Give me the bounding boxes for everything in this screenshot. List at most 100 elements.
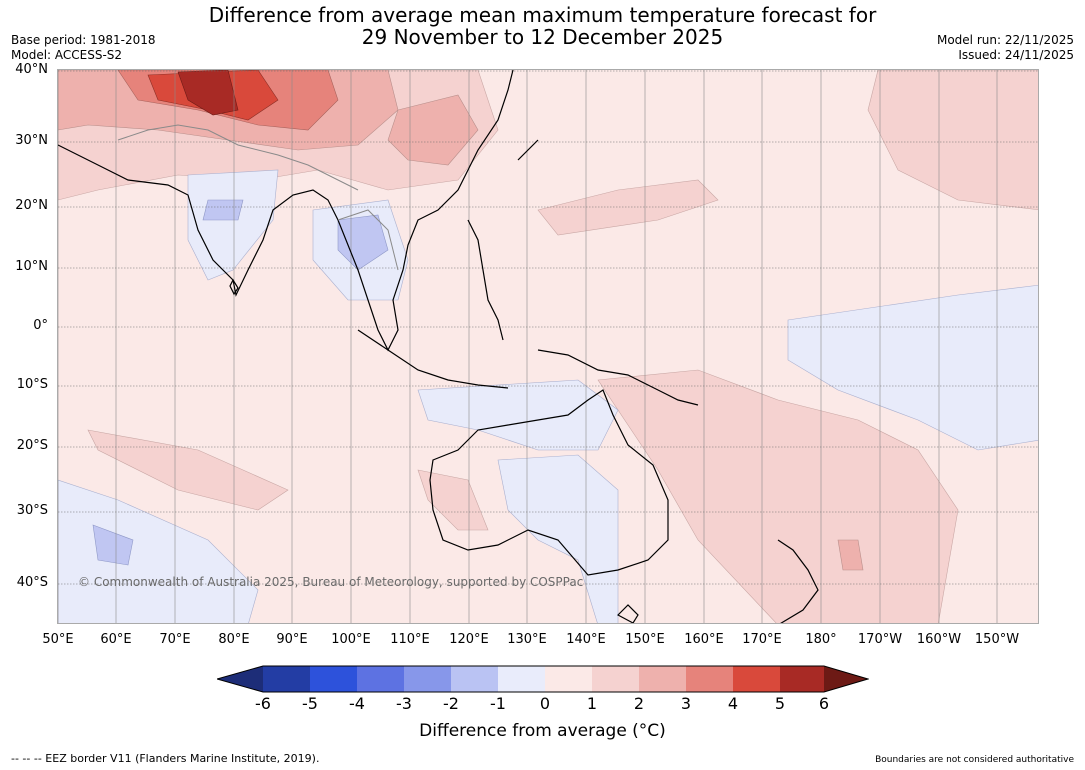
colorbar-tick: 3 [680, 694, 692, 713]
colorbar-tick: 6 [818, 694, 830, 713]
lat-label-20s: 20°S [16, 438, 48, 453]
issued-date: Issued: 24/11/2025 [958, 48, 1074, 62]
colorbar-segment [263, 666, 310, 692]
lat-label-40n: 40°N [15, 62, 48, 77]
colorbar-tick: 0 [539, 694, 551, 713]
coast-philippines [467, 219, 504, 341]
colorbar-tick: 1 [586, 694, 598, 713]
coast-japan-south [517, 139, 539, 161]
chart-title: Difference from average mean maximum tem… [0, 4, 1085, 48]
cool-region-nwaus [417, 379, 619, 451]
colorbar-segment [404, 666, 451, 692]
warm-region-waust [417, 469, 489, 531]
colorbar-segment [498, 666, 545, 692]
warm-region-eastaus [597, 369, 959, 623]
lon-label-50e: 50°E [42, 632, 74, 647]
colorbar-tick: -4 [349, 694, 365, 713]
title-line-1: Difference from average mean maximum tem… [208, 3, 877, 27]
colorbar-segment [733, 666, 780, 692]
hottest-core [177, 70, 239, 116]
colorbar-tick: -5 [302, 694, 318, 713]
map-canvas: © Commonwealth of Australia 2025, Bureau… [58, 70, 1038, 623]
title-line-2: 29 November to 12 December 2025 [361, 25, 724, 49]
coast-indonesia [357, 329, 509, 389]
colorbar-segment [451, 666, 498, 692]
copyright-text: © Commonwealth of Australia 2025, Bureau… [78, 575, 583, 589]
base-period: Base period: 1981-2018 [11, 33, 156, 47]
lat-label-30s: 30°S [16, 503, 48, 518]
right-metadata: Model run: 22/11/2025 Issued: 24/11/2025 [937, 33, 1074, 63]
cool-region-india [187, 169, 279, 281]
lat-label-30n: 30°N [15, 133, 48, 148]
colorbar-tick: -2 [443, 694, 459, 713]
lat-label-40s: 40°S [16, 575, 48, 590]
coast-tasmania [617, 604, 639, 623]
border-indochina [337, 209, 399, 271]
meridians [58, 70, 998, 623]
lat-label-20n: 20°N [15, 198, 48, 213]
warm-region-westpacific [537, 179, 719, 236]
colorbar-segment [686, 666, 733, 692]
colorbar-segment [310, 666, 357, 692]
lat-label-equator: 0° [33, 318, 48, 333]
lon-label-140e: 140°E [566, 632, 606, 647]
lon-label-170e: 170°E [742, 632, 782, 647]
cool-region-saus [497, 454, 619, 623]
model-name: Model: ACCESS-S2 [11, 48, 123, 62]
colorbar-tick: 4 [727, 694, 739, 713]
colorbar-segment [545, 666, 592, 692]
warm-region-indianocean [87, 429, 289, 511]
colorbar-tick: -3 [396, 694, 412, 713]
colorbar-segment [592, 666, 639, 692]
colorbar-high-extend [824, 666, 868, 692]
colorbar-tick: 2 [633, 694, 645, 713]
lon-label-180: 180° [805, 632, 837, 647]
coastlines [58, 70, 819, 623]
coast-australia [429, 389, 669, 576]
colorbar [215, 665, 870, 697]
coast-new-zealand [777, 539, 819, 623]
colorbar-svg [215, 665, 870, 693]
lon-label-90e: 90°E [276, 632, 308, 647]
country-borders [117, 124, 399, 271]
cool-core-southindian [92, 524, 134, 566]
lat-label-10n: 10°N [15, 259, 48, 274]
colorbar-segment [639, 666, 686, 692]
colorbar-tick: -6 [255, 694, 271, 713]
model-run: Model run: 22/11/2025 [936, 33, 1074, 47]
lon-label-160w: 160°W [916, 632, 962, 647]
lon-label-100e: 100°E [331, 632, 371, 647]
colorbar-label: Difference from average (°C) [419, 721, 666, 741]
colorbar-segment [357, 666, 404, 692]
colorbar-tick: 5 [774, 694, 786, 713]
boundaries-disclaimer: Boundaries are not considered authoritat… [875, 755, 1074, 765]
lon-label-160e: 160°E [684, 632, 724, 647]
lon-label-150e: 150°E [625, 632, 665, 647]
coast-sri-lanka [229, 278, 239, 296]
warm-region-china [387, 94, 479, 166]
eez-border-note: -- -- -- EEZ border V11 (Flanders Marine… [11, 752, 320, 765]
cool-core-thailand [337, 214, 389, 271]
lon-label-60e: 60°E [100, 632, 132, 647]
warm-region-northpacific [867, 70, 1038, 211]
cool-region-southindian [58, 479, 259, 623]
lon-label-170w: 170°W [857, 632, 903, 647]
colorbar-tick: -1 [490, 694, 506, 713]
border-south-asia [117, 124, 359, 191]
forecast-map[interactable]: © Commonwealth of Australia 2025, Bureau… [57, 69, 1039, 624]
lon-label-130e: 130°E [507, 632, 547, 647]
left-metadata: Base period: 1981-2018 Model: ACCESS-S2 [11, 33, 156, 63]
lon-label-150w: 150°W [974, 632, 1020, 647]
cool-region-southpacific [787, 284, 1038, 451]
lon-label-110e: 110°E [390, 632, 430, 647]
lat-label-10s: 10°S [16, 377, 48, 392]
colorbar-segment [780, 666, 824, 692]
coast-new-guinea [537, 349, 699, 406]
lon-label-120e: 120°E [449, 632, 489, 647]
lon-label-80e: 80°E [218, 632, 250, 647]
warm-spot-tasman [837, 539, 864, 571]
colorbar-low-extend [217, 666, 263, 692]
colorbar-outline [215, 665, 870, 693]
cool-core-india [202, 199, 244, 221]
lon-label-70e: 70°E [159, 632, 191, 647]
